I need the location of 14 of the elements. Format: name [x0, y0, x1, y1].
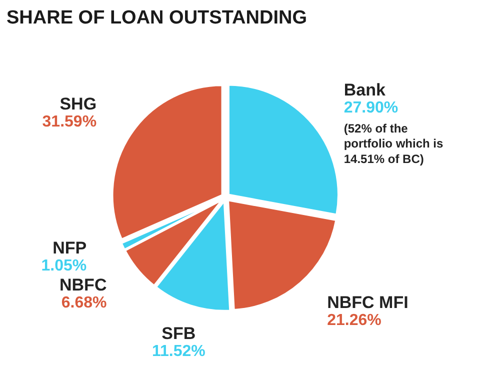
data-label: 1.05% [41, 257, 87, 274]
slice-label: NBFC [60, 275, 107, 294]
slice-label: SHG [60, 94, 97, 114]
slice-label: NBFC MFI [327, 293, 408, 312]
data-label: 21.26% [327, 312, 382, 330]
text: (52% of the portfolio which is 14.51% of BC) [344, 121, 444, 166]
slice-label: SFB [162, 324, 196, 343]
slice-label: NFP [52, 238, 87, 258]
chart-title: SHARE OF LOAN OUTSTANDING [6, 8, 307, 28]
data-label: 6.68% [61, 294, 107, 312]
data-label: 27.90% [344, 99, 398, 116]
slice-label: Bank [344, 80, 386, 100]
data-label: 31.59% [42, 114, 97, 131]
data-label: 11.52% [152, 342, 206, 360]
